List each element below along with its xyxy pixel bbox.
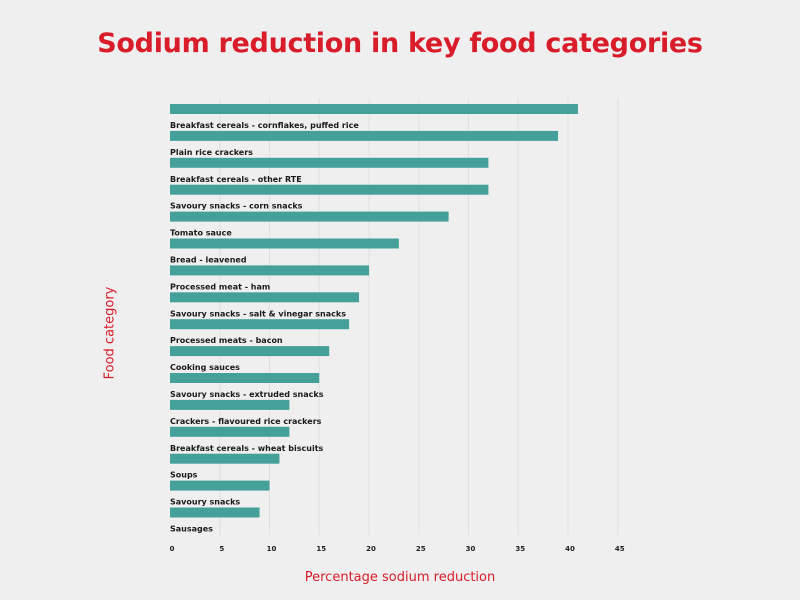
bar: [170, 373, 320, 383]
x-tick-label: 20: [366, 545, 376, 553]
bar: [170, 157, 489, 168]
bar: [170, 238, 399, 249]
x-tick-label: 45: [615, 545, 625, 553]
x-tick-label: 10: [267, 545, 277, 553]
chart-title: Sodium reduction in key food categories: [97, 28, 703, 59]
category-label: Savoury snacks - corn snacks: [170, 202, 303, 211]
category-label: Sausages: [170, 525, 213, 534]
x-axis-label: Percentage sodium reduction: [304, 570, 496, 585]
bar: [170, 346, 330, 357]
bar: [170, 104, 578, 114]
bar: [170, 319, 350, 330]
bar: [170, 292, 360, 303]
category-label: Crackers - flavoured rice crackers: [170, 417, 322, 426]
y-axis-label: Food category: [102, 286, 118, 380]
bar: [170, 507, 260, 518]
category-label: Breakfast cereals - wheat biscuits: [170, 444, 324, 453]
x-tick-label: 25: [416, 545, 426, 553]
bar: [170, 399, 290, 410]
bar: [170, 480, 270, 491]
x-tick-label: 0: [170, 545, 175, 553]
x-tick-label: 40: [565, 545, 575, 553]
category-label: Savoury snacks - salt & vinegar snacks: [170, 309, 346, 318]
category-label: Breakfast cereals - other RTE: [170, 175, 302, 184]
category-label: Breakfast cereals - cornflakes, puffed r…: [170, 121, 359, 130]
category-label: Savoury snacks: [170, 498, 240, 507]
category-label: Soups: [170, 471, 198, 480]
bar: [170, 265, 369, 276]
category-label: Bread - leavened: [170, 256, 247, 265]
x-tick-label: 30: [466, 545, 476, 553]
bar: [170, 130, 559, 141]
x-tick-label: 35: [515, 545, 525, 553]
bar: [170, 453, 280, 464]
bar: [170, 211, 449, 222]
bar: [170, 184, 489, 195]
category-label: Savoury snacks - extruded snacks: [170, 390, 324, 399]
category-label: Cooking sauces: [170, 363, 240, 372]
x-tick-label: 5: [219, 545, 224, 553]
x-tick-label: 15: [316, 545, 326, 553]
category-label: Processed meats - bacon: [170, 336, 283, 345]
category-label: Processed meat - ham: [170, 282, 270, 291]
bar: [170, 426, 290, 437]
category-label: Plain rice crackers: [170, 148, 253, 157]
category-label: Tomato sauce: [170, 229, 232, 238]
